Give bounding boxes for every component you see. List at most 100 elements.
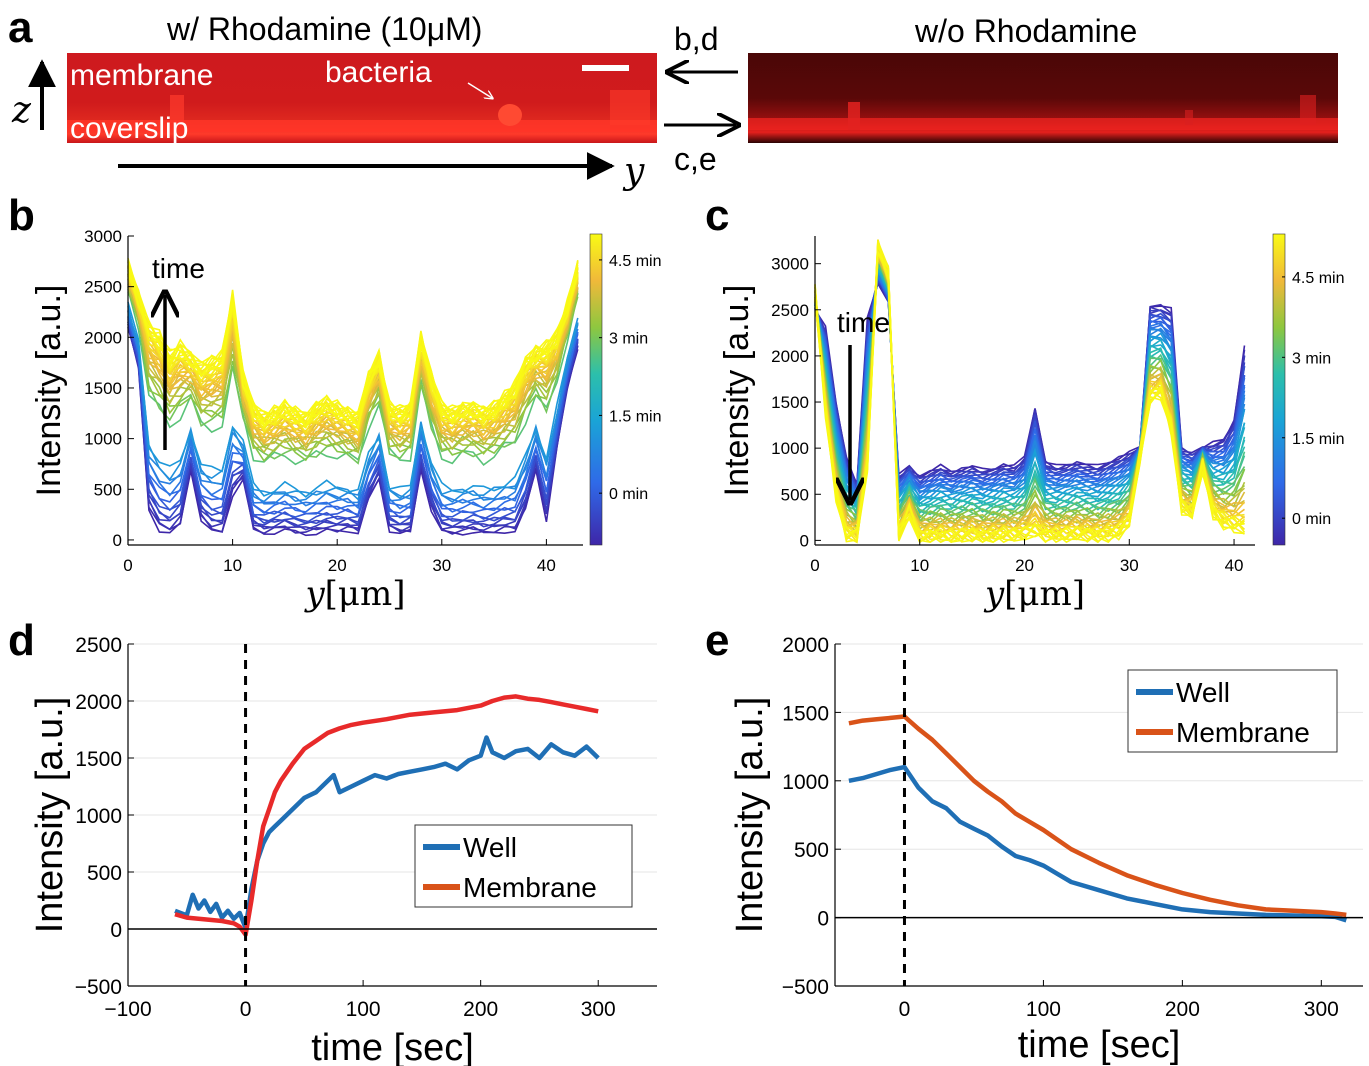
legend-entry-well: Well: [1176, 677, 1230, 708]
profile-curve: [127, 283, 579, 453]
x-tick-label: 20: [328, 556, 347, 575]
y-tick-label: 2000: [771, 347, 809, 366]
legend-entry-membrane: Membrane: [1176, 717, 1310, 748]
chart-c: 0 10 20 30 40 0 500 1000 1500 2000 2500 3000 c Intens…: [705, 191, 1344, 614]
x-tick-label: 0: [240, 998, 252, 1021]
label-coverslip: coverslip: [70, 112, 188, 145]
profile-curve: [814, 240, 1246, 544]
y-tick-label: 3000: [84, 227, 122, 246]
series-line-membrane: [174, 694, 599, 937]
series-line-well: [848, 764, 1347, 923]
x-tick-label: 100: [346, 998, 381, 1021]
x-tick-label: 10: [223, 556, 242, 575]
y-tick-label: 500: [94, 480, 122, 499]
y-tick-label: 0: [817, 908, 829, 931]
legend-box: [414, 824, 633, 908]
profile-curve: [127, 301, 579, 498]
profile-curve: [127, 309, 579, 507]
x-tick-label: 200: [1165, 998, 1200, 1021]
profile-curve: [127, 264, 579, 429]
panel-label: d: [8, 616, 35, 665]
y-tick-label: 3000: [771, 255, 809, 274]
y-tick-label: −500: [782, 976, 829, 999]
chart-d: −100 0 100 200 300 −500 0 500 1000 1500 2000 2500 dI…: [8, 616, 657, 1066]
profile-curve: [127, 317, 579, 516]
x-tick-label: 40: [1225, 556, 1244, 575]
label-membrane: membrane: [70, 59, 213, 92]
z-axis-label: z: [11, 90, 32, 131]
legend-box: [1127, 669, 1338, 753]
panel-a-label: a: [8, 3, 33, 52]
colorbar-tick-label: 4.5 min: [609, 253, 661, 270]
panel-label: b: [8, 191, 35, 240]
y-tick-label: 500: [781, 485, 809, 504]
legend-entry-membrane: Membrane: [463, 872, 597, 903]
colorbar-tick-label: 0 min: [609, 486, 648, 503]
profile-curve: [127, 273, 579, 436]
profile-curve: [127, 278, 579, 443]
x-axis-title: y[μm]: [983, 574, 1085, 614]
x-axis-title: time [sec]: [311, 1027, 474, 1066]
profile-curve: [127, 257, 579, 429]
y-tick-label: 2000: [84, 328, 122, 347]
colorbar: [589, 233, 603, 546]
profile-curve: [127, 261, 579, 423]
series-line-membrane: [848, 714, 1347, 918]
profile-curve: [127, 326, 579, 537]
y-tick-label: 1500: [782, 702, 829, 725]
y-tick-label: 2500: [75, 634, 122, 657]
y-tick-label: 1000: [84, 430, 122, 449]
profile-curve: [127, 315, 579, 510]
profile-curve: [127, 321, 579, 531]
x-tick-label: 40: [537, 556, 556, 575]
x-tick-label: 0: [899, 998, 911, 1021]
chart-e: 0 100 200 300 −500 0 500 1000 1500 2000 eIntensity…: [705, 616, 1363, 1066]
profile-curve: [814, 249, 1245, 544]
colorbar: [1272, 233, 1286, 546]
colorbar-tick-label: 3 min: [1292, 350, 1331, 367]
bacteria-pointer-arrow: [467, 82, 492, 98]
y-tick-label: 2000: [75, 691, 122, 714]
panel-a-title-right: w/o Rhodamine: [914, 13, 1137, 49]
panel-a-title-left: w/ Rhodamine (10μM): [166, 11, 482, 47]
arrow-label-ce: c,e: [674, 141, 717, 177]
x-tick-label: 20: [1015, 556, 1034, 575]
y-tick-label: 0: [110, 919, 122, 942]
y-tick-label: 2500: [771, 301, 809, 320]
y-tick-label: 2500: [84, 278, 122, 297]
y-tick-label: 1500: [75, 748, 122, 771]
profile-curve: [127, 288, 579, 466]
y-tick-label: 1500: [771, 393, 809, 412]
micrograph-without-rhodamine: [748, 53, 1338, 143]
profile-curve: [127, 261, 579, 429]
x-tick-label: 300: [581, 998, 616, 1021]
x-tick-label: −100: [104, 998, 151, 1021]
y-axis-title: Intensity [a.u.]: [29, 697, 71, 934]
panel-label: c: [705, 191, 729, 240]
x-tick-label: 0: [810, 556, 819, 575]
colorbar-tick-label: 0 min: [1292, 511, 1331, 528]
y-tick-label: 0: [113, 531, 122, 550]
profile-curve: [127, 316, 579, 525]
chart-b: 0 10 20 30 40 0 500 1000 1500 2000 2500 3000 b Intens…: [8, 191, 661, 614]
time-annotation: time: [837, 307, 890, 338]
x-axis-title: time [sec]: [1018, 1024, 1181, 1066]
x-tick-label: 200: [463, 998, 498, 1021]
legend-entry-well: Well: [463, 832, 517, 863]
y-axis-title: Intensity [a.u.]: [30, 285, 68, 497]
colorbar-tick-label: 4.5 min: [1292, 270, 1344, 287]
y-tick-label: 2000: [782, 634, 829, 657]
scale-bar: [582, 65, 629, 71]
micrograph-with-rhodamine: membrane bacteria coverslip: [67, 53, 657, 145]
y-tick-label: 1000: [75, 805, 122, 828]
y-tick-label: 0: [800, 531, 809, 550]
x-tick-label: 10: [910, 556, 929, 575]
y-tick-label: 500: [794, 839, 829, 862]
y-axis-title: Intensity [a.u.]: [729, 697, 771, 934]
x-tick-label: 100: [1026, 998, 1061, 1021]
x-tick-label: 30: [1120, 556, 1139, 575]
x-tick-label: 300: [1304, 998, 1339, 1021]
y-tick-label: 500: [87, 862, 122, 885]
profile-curve: [127, 291, 579, 465]
x-axis-title: y[μm]: [303, 574, 405, 614]
